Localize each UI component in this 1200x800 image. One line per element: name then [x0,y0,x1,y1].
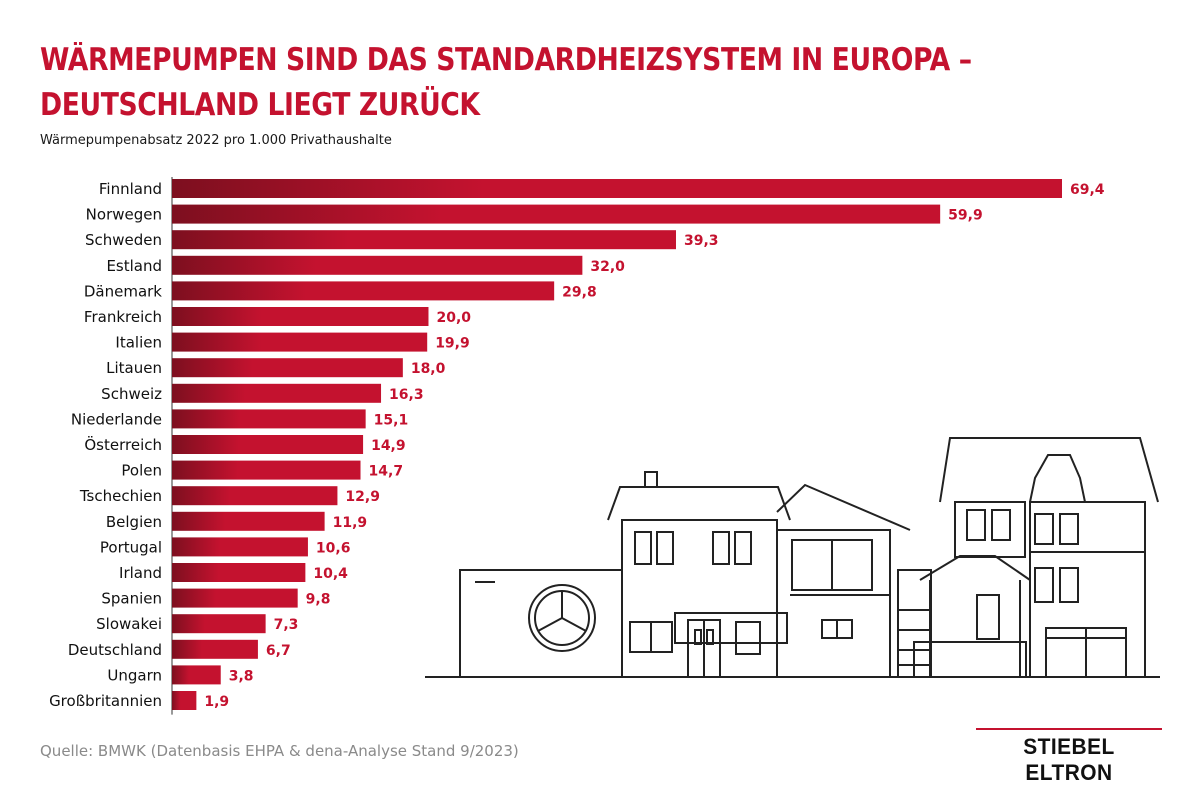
bar-portugal [172,537,308,557]
category-label-estland: Estland [106,257,162,275]
bar-slowakei [172,614,266,634]
title-line-1: WÄRMEPUMPEN SIND DAS STANDARDHEIZSYSTEM … [40,42,972,78]
value-label-niederlande: 15,1 [374,412,409,428]
value-label-belgien: 11,9 [333,515,368,531]
category-label-tschechien: Tschechien [79,487,162,505]
value-label-großbritannien: 1,9 [204,694,229,710]
category-label-schweden: Schweden [85,231,162,249]
bar-deutschland [172,639,258,659]
bar-niederlande [172,409,366,429]
bar-ungarn [172,665,221,685]
value-label-frankreich: 20,0 [436,310,471,326]
value-label-irland: 10,4 [313,566,348,582]
category-label-niederlande: Niederlande [71,410,162,428]
bar-italien [172,332,428,352]
value-label-polen: 14,7 [369,464,404,480]
category-label-norwegen: Norwegen [86,206,162,224]
bar-großbritannien [172,691,197,710]
bar-spanien [172,588,298,608]
value-label-slowakei: 7,3 [274,617,299,633]
category-label-ungarn: Ungarn [107,666,162,684]
value-label-dänemark: 29,8 [562,284,597,300]
category-label-slowakei: Slowakei [96,615,162,633]
brand-logo-text: STIEBEL ELTRON [1023,734,1115,785]
category-label-belgien: Belgien [106,513,162,531]
bar-finnland [172,179,1062,198]
brand-logo: STIEBEL ELTRON [976,728,1162,786]
bar-dänemark [172,281,555,301]
house-with-heat-pump-icon [425,437,1160,678]
value-label-portugal: 10,6 [316,540,351,556]
value-label-deutschland: 6,7 [266,643,291,659]
value-label-tschechien: 12,9 [345,489,380,505]
source-note: Quelle: BMWK (Datenbasis EHPA & dena-Ana… [40,742,519,760]
bar-polen [172,460,361,480]
value-label-spanien: 9,8 [306,592,331,608]
bar-norwegen [172,204,941,224]
bar-schweiz [172,383,382,403]
category-label-irland: Irland [119,564,162,582]
value-label-litauen: 18,0 [411,361,446,377]
value-label-finnland: 69,4 [1070,182,1105,198]
category-label-dänemark: Dänemark [84,282,162,300]
chart-title: WÄRMEPUMPEN SIND DAS STANDARDHEIZSYSTEM … [40,38,1003,128]
category-label-portugal: Portugal [100,538,162,556]
category-label-finnland: Finnland [99,180,162,198]
value-label-italien: 19,9 [435,336,470,352]
category-label-frankreich: Frankreich [84,308,162,326]
category-label-deutschland: Deutschland [68,641,162,659]
value-label-ungarn: 3,8 [229,668,254,684]
value-label-schweiz: 16,3 [389,387,424,403]
value-label-estland: 32,0 [590,259,625,275]
bar-österreich [172,435,364,454]
category-label-italien: Italien [115,334,162,352]
bar-schweden [172,230,676,250]
bar-estland [172,255,583,275]
category-label-litauen: Litauen [106,359,162,377]
category-label-spanien: Spanien [101,590,162,608]
bar-tschechien [172,486,338,506]
title-line-2: DEUTSCHLAND LIEGT ZURÜCK [40,87,480,123]
chart-subtitle: Wärmepumpenabsatz 2022 pro 1.000 Privath… [40,133,392,148]
bar-belgien [172,511,325,531]
value-label-schweden: 39,3 [684,233,719,249]
category-label-österreich: Österreich [84,435,162,454]
value-label-norwegen: 59,9 [948,208,983,224]
category-label-schweiz: Schweiz [101,385,162,403]
bar-irland [172,563,306,582]
category-label-polen: Polen [121,462,162,480]
category-label-großbritannien: Großbritannien [49,692,162,710]
bar-litauen [172,358,403,378]
value-label-österreich: 14,9 [371,438,406,454]
bar-frankreich [172,307,429,326]
